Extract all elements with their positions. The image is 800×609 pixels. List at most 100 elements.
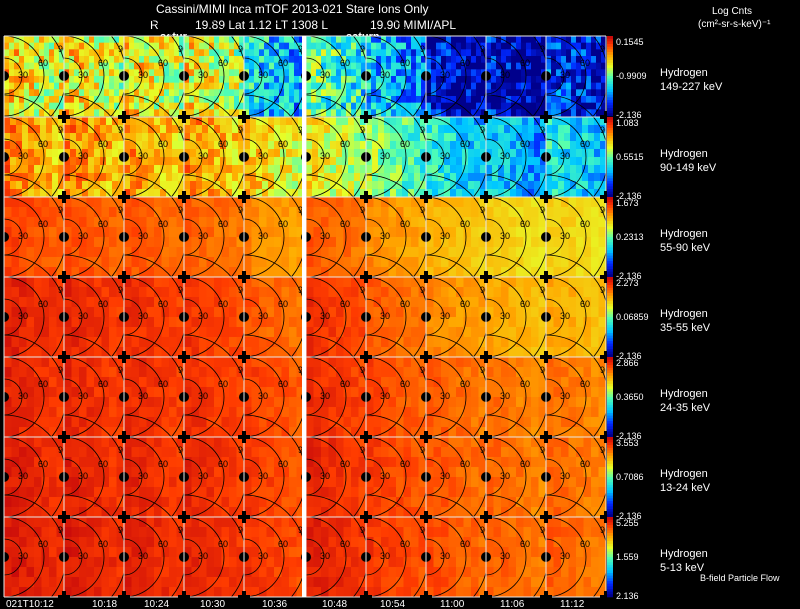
contour-label: 90 <box>238 285 248 295</box>
image-panel: 30 60 90 <box>119 94 188 220</box>
contour-label: 90 <box>420 285 430 295</box>
image-panel: 30 60 90 <box>59 254 128 380</box>
contour-label: 30 <box>138 231 148 241</box>
image-panel: 30 60 90 <box>239 334 308 460</box>
contour-label: 90 <box>58 125 68 135</box>
contour-label: 60 <box>400 219 410 229</box>
contour-label: 90 <box>178 525 188 535</box>
contour-label: 60 <box>218 379 228 389</box>
contour-label: 30 <box>560 551 570 561</box>
contour-label: 30 <box>500 551 510 561</box>
energy-label: 55-90 keV <box>660 242 711 254</box>
image-panel: 30 60 90 <box>301 494 370 609</box>
contour-label: 60 <box>278 58 288 68</box>
contour-label: 60 <box>460 299 470 309</box>
contour-label: 90 <box>360 365 370 375</box>
contour-label: 30 <box>78 70 88 80</box>
contour-label: 90 <box>480 205 490 215</box>
colorbar-mid: 1.559 <box>616 552 639 562</box>
contour-label: 60 <box>218 299 228 309</box>
contour-label: 30 <box>198 311 208 321</box>
colorbars: 0.1545-0.9909-2.1361.0830.5515-2.1361.67… <box>607 36 649 601</box>
contour-label: 60 <box>278 139 288 149</box>
image-panel: 30 60 90 <box>0 13 68 139</box>
contour-label: 90 <box>420 205 430 215</box>
image-panel: 30 60 90 <box>301 94 370 220</box>
contour-label: 90 <box>58 285 68 295</box>
contour-label: 90 <box>420 44 430 54</box>
image-panel: 30 60 90 <box>179 414 248 540</box>
species-label: Hydrogen <box>660 67 708 79</box>
colorbar: 3.553 0.7086 -2.136 <box>607 437 644 521</box>
contour-label: 60 <box>218 219 228 229</box>
image-panel: 30 60 90 <box>361 94 430 220</box>
contour-label: 90 <box>238 525 248 535</box>
contour-label: 60 <box>400 379 410 389</box>
contour-label: 60 <box>98 539 108 549</box>
contour-label: 60 <box>98 139 108 149</box>
contour-label: 90 <box>480 525 490 535</box>
title-line-1: Cassini/MIMI Inca mTOF 2013-021 Stare Io… <box>156 2 429 16</box>
contour-label: 90 <box>600 205 610 215</box>
contour-label: 30 <box>560 231 570 241</box>
image-panel: 30 60 90 <box>119 254 188 380</box>
contour-label: 30 <box>198 231 208 241</box>
energy-label: 24-35 keV <box>660 402 711 414</box>
contour-label: 30 <box>500 391 510 401</box>
contour-label: 60 <box>278 459 288 469</box>
contour-label: 90 <box>540 285 550 295</box>
title-r-label: R <box>150 18 159 32</box>
colorbar-max: 1.083 <box>616 118 639 128</box>
contour-label: 30 <box>138 391 148 401</box>
contour-label: 60 <box>38 58 48 68</box>
contour-label: 30 <box>500 231 510 241</box>
colorbar-max: 2.273 <box>616 278 639 288</box>
contour-label: 90 <box>600 365 610 375</box>
colorbar-mid: 0.2313 <box>616 232 644 242</box>
contour-label: 60 <box>98 299 108 309</box>
image-panel: 30 60 90 <box>301 414 370 540</box>
contour-label: 90 <box>600 525 610 535</box>
contour-label: 30 <box>560 151 570 161</box>
contour-label: 90 <box>118 445 128 455</box>
contour-label: 90 <box>178 285 188 295</box>
contour-label: 30 <box>500 151 510 161</box>
contour-label: 90 <box>238 445 248 455</box>
time-label: 021T10:12 <box>6 599 54 609</box>
time-labels: 021T10:12 10:18 10:24 10:30 10:36 10:48 10:54 1… <box>6 599 585 609</box>
contour-label: 60 <box>158 379 168 389</box>
species-label: Hydrogen <box>660 548 708 560</box>
contour-label: 90 <box>360 285 370 295</box>
contour-label: 90 <box>540 525 550 535</box>
contour-label: 30 <box>18 231 28 241</box>
contour-label: 90 <box>178 365 188 375</box>
image-panel: 30 60 90 <box>179 94 248 220</box>
image-panel: 30 60 90 <box>179 494 248 609</box>
footer-legend: B-field Particle Flow <box>700 573 780 583</box>
contour-label: 90 <box>58 205 68 215</box>
colorbar: 2.273 0.06859 -2.136 <box>607 277 649 361</box>
title-position-info: 19.89 Lat 1.12 LT 1308 L <box>195 18 328 32</box>
image-panel: 30 60 90 <box>361 414 430 540</box>
contour-label: 90 <box>420 525 430 535</box>
image-panel: 30 60 90 <box>421 414 490 540</box>
contour-label: 60 <box>460 139 470 149</box>
contour-label: 30 <box>258 471 268 481</box>
image-panel: 30 60 90 <box>301 13 370 139</box>
contour-label: 60 <box>340 58 350 68</box>
contour-label: 30 <box>380 391 390 401</box>
contour-label: 60 <box>520 219 530 229</box>
image-panel: 30 60 90 <box>481 254 550 380</box>
contour-label: 30 <box>440 231 450 241</box>
colorbar-max: 1.673 <box>616 198 639 208</box>
contour-label: 90 <box>360 445 370 455</box>
image-panel: 30 60 90 <box>361 494 430 609</box>
contour-label: 30 <box>78 391 88 401</box>
colorbar: 5.255 1.559 2.136 <box>607 517 639 601</box>
species-label: Hydrogen <box>660 388 708 400</box>
contour-label: 90 <box>178 445 188 455</box>
contour-label: 90 <box>118 44 128 54</box>
colorbar: 1.673 0.2313 -2.136 <box>607 197 644 281</box>
units-title: Log Cnts <box>712 6 752 17</box>
colorbar-mid: 0.06859 <box>616 312 649 322</box>
